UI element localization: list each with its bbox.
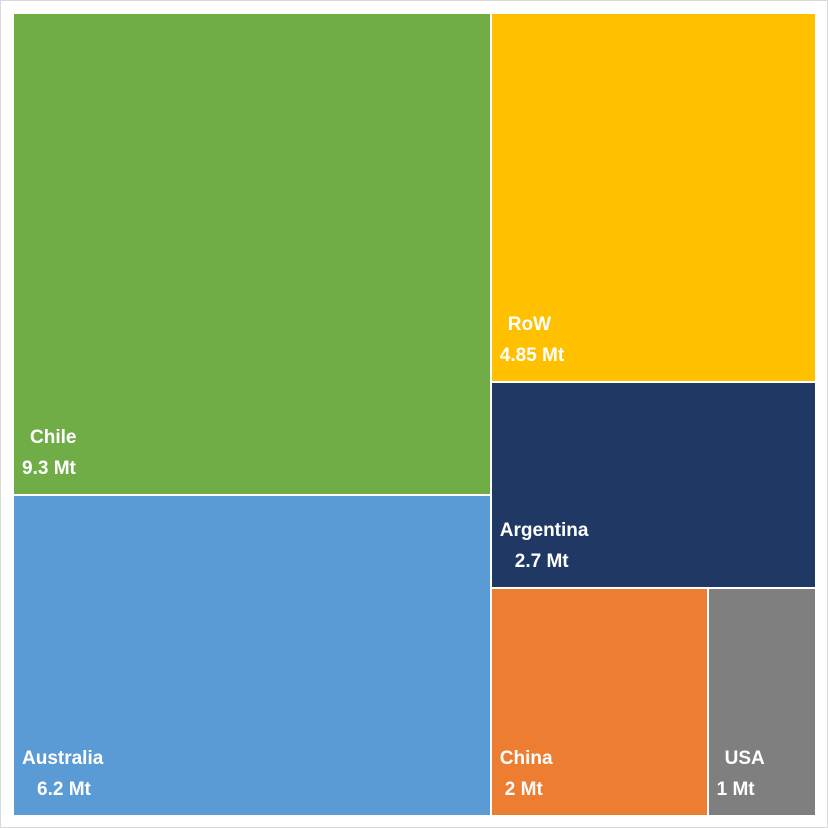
treemap-tile-chile: Chile 9.3 Mt — [13, 13, 491, 495]
tile-label-row: RoW 4.85 Mt — [500, 309, 564, 371]
tile-label-australia: Australia 6.2 Mt — [22, 743, 103, 805]
tile-value-china: 2 Mt — [504, 778, 543, 800]
tile-value-argentina: 2.7 Mt — [514, 550, 569, 572]
tile-value-australia: 6.2 Mt — [37, 778, 91, 800]
tile-label-chile: Chile 9.3 Mt — [22, 422, 76, 484]
tile-label-usa: USA 1 Mt — [717, 743, 765, 805]
tile-name-usa: USA — [724, 747, 765, 769]
treemap-tile-usa: USA 1 Mt — [707, 587, 816, 816]
tile-label-argentina: Argentina 2.7 Mt — [500, 515, 589, 577]
treemap-chart: Chile 9.3 Mt Australia 6.2 Mt RoW 4.85 Mt Arge… — [13, 13, 816, 816]
tile-value-row: 4.85 Mt — [499, 345, 565, 367]
tile-label-china: China 2 Mt — [500, 743, 553, 805]
tile-name-argentina: Argentina — [499, 519, 589, 541]
treemap-tile-china: China 2 Mt — [490, 587, 708, 816]
tile-name-australia: Australia — [22, 747, 104, 769]
treemap-tile-argentina: Argentina 2.7 Mt — [490, 382, 816, 588]
treemap-tile-row: RoW 4.85 Mt — [490, 13, 816, 383]
tile-name-chile: Chile — [30, 426, 77, 448]
treemap-tile-australia: Australia 6.2 Mt — [13, 494, 491, 816]
tile-name-china: China — [499, 747, 553, 769]
tile-name-row: RoW — [507, 314, 552, 336]
tile-value-chile: 9.3 Mt — [22, 457, 76, 479]
tile-value-usa: 1 Mt — [716, 778, 755, 800]
